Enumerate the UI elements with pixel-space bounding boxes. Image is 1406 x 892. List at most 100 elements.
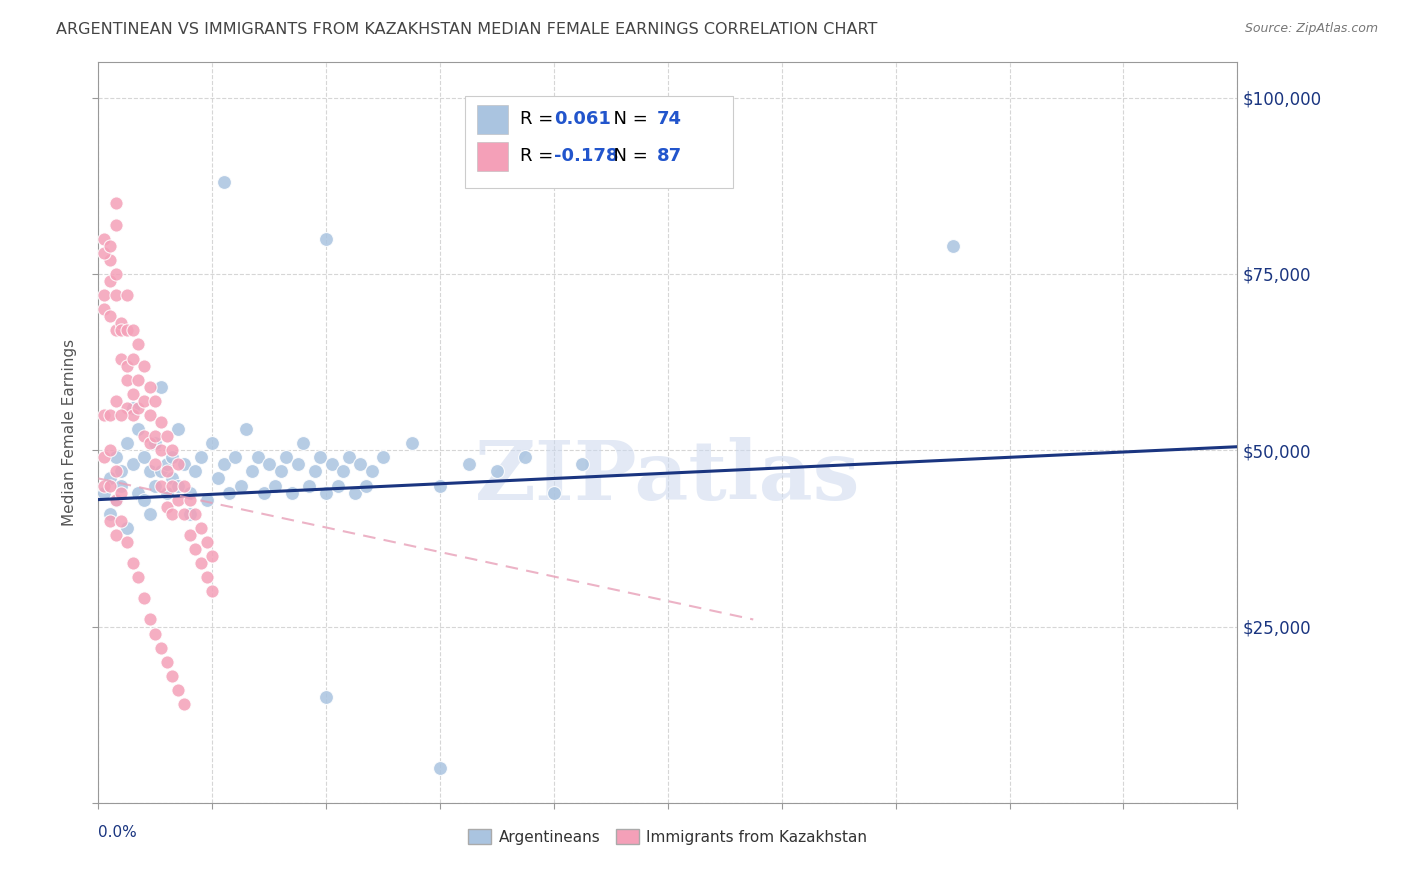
Point: [246, 450, 269, 465]
Point: [167, 458, 190, 472]
Point: [276, 450, 298, 465]
Point: [315, 485, 337, 500]
Point: [132, 359, 155, 373]
Point: [201, 549, 224, 563]
Text: 74: 74: [657, 111, 682, 128]
Point: [343, 485, 366, 500]
Point: [104, 492, 127, 507]
Point: [98, 443, 121, 458]
Point: [145, 429, 167, 443]
Point: [138, 507, 160, 521]
Point: [281, 485, 304, 500]
Point: [127, 422, 149, 436]
Point: [321, 458, 343, 472]
Point: [98, 252, 121, 267]
Text: ARGENTINEAN VS IMMIGRANTS FROM KAZAKHSTAN MEDIAN FEMALE EARNINGS CORRELATION CHA: ARGENTINEAN VS IMMIGRANTS FROM KAZAKHSTA…: [56, 22, 877, 37]
Point: [98, 471, 121, 485]
Point: [156, 458, 179, 472]
Point: [264, 478, 287, 492]
Point: [145, 393, 167, 408]
Point: [121, 387, 143, 401]
Point: [150, 464, 173, 478]
Point: [110, 485, 132, 500]
Point: [150, 415, 173, 429]
Point: [98, 408, 121, 422]
Point: [190, 521, 212, 535]
Point: [195, 492, 218, 507]
Point: [138, 612, 160, 626]
Point: [150, 380, 173, 394]
Point: [104, 323, 127, 337]
Point: [162, 669, 184, 683]
Point: [150, 640, 173, 655]
Point: [93, 232, 115, 246]
Point: [360, 464, 382, 478]
Point: [104, 393, 127, 408]
Point: [332, 464, 354, 478]
Point: [515, 450, 537, 465]
Point: [121, 401, 143, 415]
Point: [190, 450, 212, 465]
Point: [543, 485, 565, 500]
Point: [132, 450, 155, 465]
Text: -0.178: -0.178: [554, 147, 619, 165]
Point: [110, 478, 132, 492]
Point: [145, 478, 167, 492]
Point: [207, 471, 229, 485]
Point: [145, 436, 167, 450]
Point: [167, 478, 190, 492]
Point: [93, 302, 115, 317]
Point: [110, 408, 132, 422]
Point: [179, 485, 201, 500]
Point: [104, 450, 127, 465]
Point: [115, 401, 138, 415]
Point: [115, 359, 138, 373]
Point: [138, 380, 160, 394]
Point: [115, 436, 138, 450]
Point: [179, 492, 201, 507]
Point: [224, 450, 246, 465]
Point: [201, 584, 224, 599]
Point: [190, 556, 212, 570]
Point: [349, 458, 371, 472]
Point: [138, 436, 160, 450]
Point: [179, 528, 201, 542]
Text: R =: R =: [520, 111, 558, 128]
Point: [110, 464, 132, 478]
Point: [110, 514, 132, 528]
Point: [167, 422, 190, 436]
FancyBboxPatch shape: [477, 105, 509, 134]
Point: [486, 464, 509, 478]
Point: [240, 464, 263, 478]
Y-axis label: Median Female Earnings: Median Female Earnings: [62, 339, 77, 526]
Point: [167, 492, 190, 507]
Point: [104, 196, 127, 211]
Point: [571, 458, 593, 472]
Point: [259, 458, 281, 472]
Point: [150, 478, 173, 492]
Point: [429, 478, 451, 492]
Point: [173, 458, 195, 472]
Point: [326, 478, 349, 492]
Text: N =: N =: [602, 147, 654, 165]
Point: [184, 541, 207, 556]
Point: [98, 274, 121, 288]
Point: [162, 443, 184, 458]
Text: 87: 87: [657, 147, 682, 165]
Text: ZIPatlas: ZIPatlas: [475, 437, 860, 517]
Point: [93, 408, 115, 422]
Point: [138, 408, 160, 422]
Point: [132, 429, 155, 443]
Point: [93, 288, 115, 302]
Point: [212, 175, 235, 189]
Point: [104, 218, 127, 232]
Point: [98, 310, 121, 324]
Point: [229, 478, 252, 492]
Point: [110, 323, 132, 337]
Point: [173, 478, 195, 492]
Point: [457, 458, 479, 472]
Point: [179, 507, 201, 521]
Point: [287, 458, 309, 472]
Point: [115, 323, 138, 337]
Point: [156, 429, 179, 443]
